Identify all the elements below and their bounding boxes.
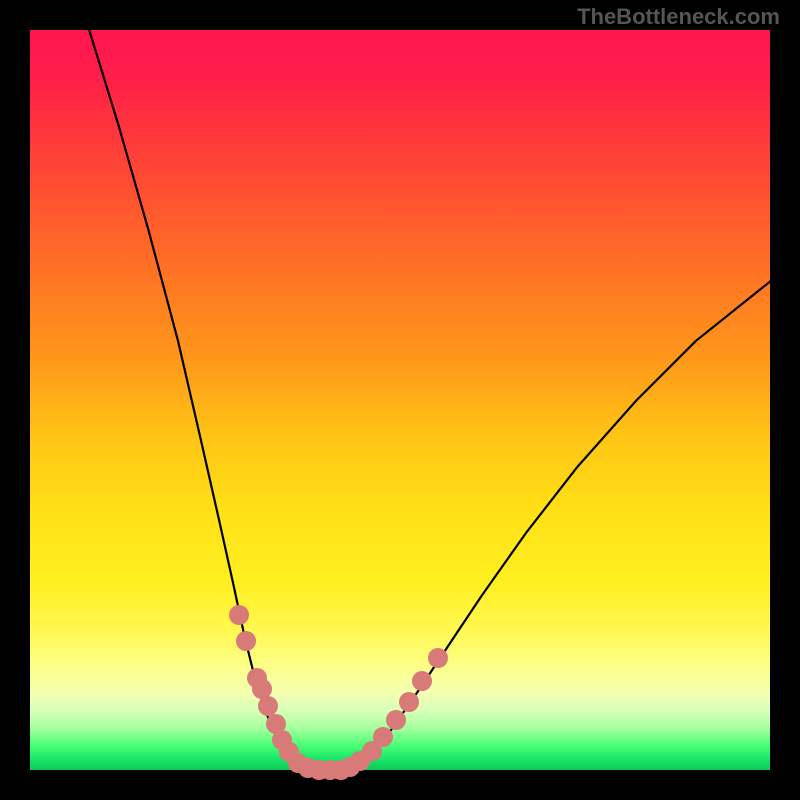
markers-layer: [30, 30, 770, 770]
data-marker: [399, 692, 419, 712]
data-marker: [428, 648, 448, 668]
plot-area: [30, 30, 770, 770]
data-marker: [412, 671, 432, 691]
data-marker: [229, 605, 249, 625]
chart-container: TheBottleneck.com: [0, 0, 800, 800]
data-marker: [373, 727, 393, 747]
watermark-text: TheBottleneck.com: [577, 4, 780, 30]
data-marker: [386, 710, 406, 730]
data-marker: [236, 631, 256, 651]
